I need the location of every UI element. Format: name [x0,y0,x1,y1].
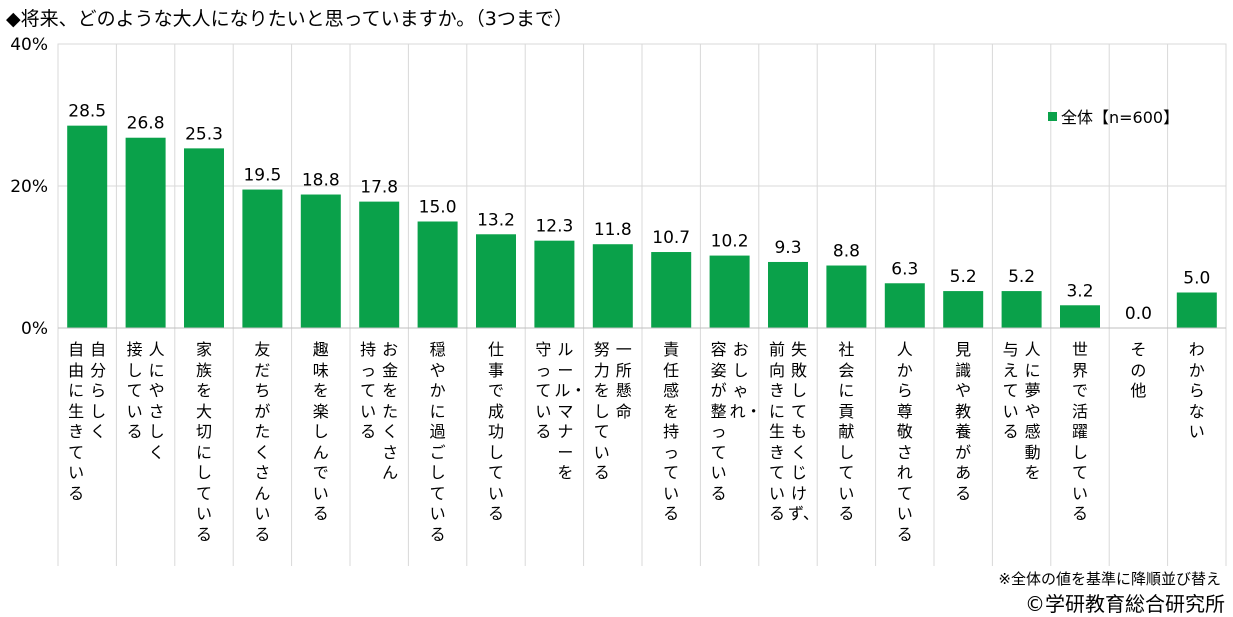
data-label: 12.3 [535,217,573,237]
category-label: 持っている [360,340,377,441]
bar [709,255,750,328]
data-label: 13.2 [477,210,515,230]
bar [125,137,166,328]
bar [242,189,283,328]
category-label: 自分らしく [90,340,107,441]
bar [184,148,224,328]
category-label: 容姿が整っている [710,340,727,503]
category-label: 仕事で成功している [487,340,504,523]
bar [943,291,984,328]
bar [417,221,458,328]
data-label: 5.0 [1183,269,1210,289]
bar [651,252,692,328]
bar [592,244,633,328]
category-label: 世界で活躍している [1071,340,1088,523]
category-label: 友だちがたくさんいる [254,340,271,544]
bar [1176,292,1217,328]
data-label: 9.3 [774,238,801,258]
category-label: 人にやさしく [148,340,165,462]
data-label: 10.7 [652,228,690,248]
category-label: 与えている [1002,340,1019,441]
category-label: 努力をしている [593,340,610,482]
category-label: 家族を大切にしている [195,340,212,544]
legend: 全体【n=600】 [1048,104,1179,128]
y-tick-label: 20% [10,177,48,197]
chart-title: ◆将来、どのような大人になりたいと思っていますか。（3つまで） [6,8,573,30]
legend-swatch [1048,111,1057,121]
category-label: おしゃれ・ [729,340,762,421]
data-label: 26.8 [127,114,165,134]
bar [359,201,400,328]
category-label: 前向きに生きている [768,340,785,523]
category-label: 人に夢や感動を [1024,340,1041,482]
category-label: 失敗してもくじけず、 [788,340,819,523]
category-label: 守っている [535,340,552,441]
data-label: 5.2 [950,267,977,287]
category-label: 見識や教養がある [955,340,972,503]
data-label: 18.8 [302,171,340,191]
data-label: 25.3 [185,124,223,144]
data-label: 6.3 [891,259,918,279]
footnote: ※全体の値を基準に降順並び替え [998,570,1221,588]
category-label: ルール・マナーを [554,340,587,482]
bar [768,261,808,328]
bar [67,125,108,329]
data-label: 15.0 [419,198,457,218]
bar [476,234,516,328]
category-label: 接している [126,340,143,441]
data-label: 10.2 [711,232,749,252]
category-label: その他 [1130,340,1147,400]
data-label: 17.8 [360,178,398,198]
category-label: 人から尊敬されている [896,340,913,544]
data-label: 8.8 [833,242,860,262]
bar [534,240,575,328]
y-tick-label: 40% [10,35,48,55]
data-label: 3.2 [1066,281,1093,301]
bar [300,194,341,328]
bar [884,283,925,328]
category-label: お金をたくさん [382,340,399,482]
data-label: 0.0 [1125,304,1152,324]
bar [826,265,867,328]
category-label: 責任感を持っている [663,340,680,523]
data-label: 5.2 [1008,267,1035,287]
legend-label: 全体【n=600】 [1061,108,1180,127]
data-label: 28.5 [68,102,106,122]
category-label: 穏やかに過ごしている [429,340,446,544]
category-label: わからない [1188,340,1205,441]
bar [1001,291,1042,328]
category-label: 一所懸命 [615,340,632,421]
bar [1060,305,1100,328]
data-label: 11.8 [594,220,632,240]
category-label: 自由に生きている [68,340,85,503]
copyright-credit: ©学研教育総合研究所 [1025,592,1225,616]
y-tick-label: 0% [21,319,48,339]
category-label: 社会に貢献している [838,340,855,523]
category-label: 趣味を楽しんでいる [312,340,329,523]
data-label: 19.5 [243,166,281,186]
